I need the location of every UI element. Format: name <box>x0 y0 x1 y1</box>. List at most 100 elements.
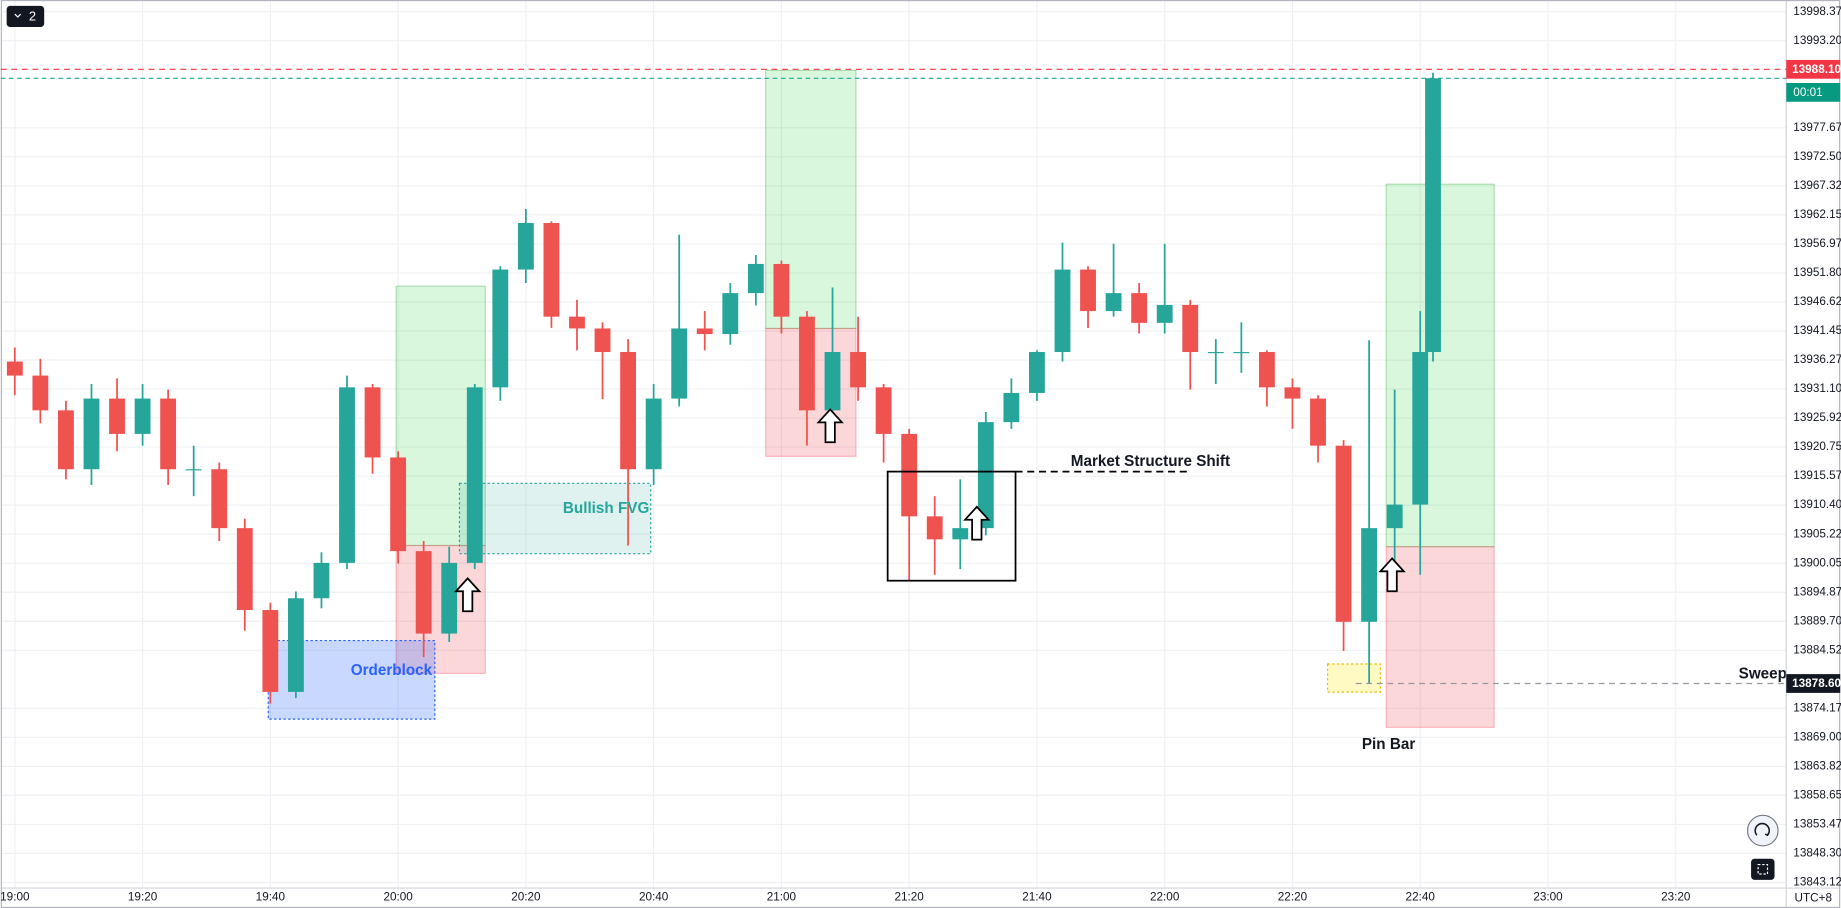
annotation: Orderblock <box>351 662 433 679</box>
candle-body <box>339 387 355 563</box>
annotation: Sweep <box>1739 666 1787 683</box>
stop-zone <box>395 544 486 674</box>
x-tick-label: 21:20 <box>895 891 925 904</box>
pin-bar-box <box>1326 663 1381 693</box>
candle-body <box>1054 269 1071 353</box>
candle-body <box>262 610 279 692</box>
y-tick-label: 13993.20 <box>1793 34 1841 47</box>
price-label-box <box>1786 59 1841 79</box>
candle-body <box>645 398 662 470</box>
candle-body <box>1258 352 1275 388</box>
candle-body <box>160 398 177 470</box>
countdown-box <box>1786 82 1841 102</box>
candle-body <box>799 316 815 411</box>
y-tick-label: 13889.70 <box>1793 614 1841 627</box>
y-tick-label: 13910.40 <box>1793 498 1841 511</box>
candle-body <box>58 410 74 470</box>
candle-body <box>1105 293 1122 312</box>
y-tick-label: 13931.10 <box>1793 382 1841 395</box>
candle-body <box>1310 398 1326 446</box>
y-tick-label: 13956.97 <box>1793 237 1841 250</box>
candle-body <box>1131 293 1148 323</box>
price-label-box <box>1786 674 1841 693</box>
y-tick-label: 13869.00 <box>1793 730 1841 743</box>
y-tick-label: 13951.80 <box>1793 266 1841 279</box>
screenshot-button[interactable] <box>1751 858 1775 880</box>
price-label: 13988.10 <box>1792 63 1841 76</box>
candle-body <box>926 516 943 540</box>
candle-body <box>747 263 764 294</box>
candle-body <box>517 223 534 270</box>
y-tick-label: 13925.92 <box>1793 411 1841 424</box>
candle-body <box>1425 78 1441 353</box>
fvg-box <box>458 482 652 555</box>
y-tick-label: 13998.37 <box>1793 5 1841 18</box>
annotations: Market Structure Shift Bullish FVG Order… <box>351 408 1787 753</box>
price-label: 13878.60 <box>1792 677 1841 690</box>
candle-body <box>671 328 688 399</box>
candle-body <box>1003 392 1020 423</box>
grid <box>0 0 1787 889</box>
candle-body <box>364 387 381 458</box>
stop-zone <box>1385 546 1495 728</box>
annotation: Market Structure Shift <box>1071 453 1230 470</box>
y-tick-label: 13936.27 <box>1793 353 1841 366</box>
y-tick-label: 13915.57 <box>1793 469 1841 482</box>
badge[interactable] <box>6 5 45 27</box>
candle-body <box>390 457 407 552</box>
candle-body <box>313 562 330 599</box>
candle-body <box>696 328 713 335</box>
y-tick-label: 13848.30 <box>1793 847 1841 860</box>
candle-body <box>492 269 509 388</box>
y-tick-label: 13858.65 <box>1793 788 1841 801</box>
x-tick-label: 21:00 <box>767 891 797 904</box>
x-tick-label: 20:20 <box>511 891 541 904</box>
reset-button[interactable] <box>1746 814 1779 847</box>
x-tick-label: 23:00 <box>1533 891 1563 904</box>
candle-body <box>32 375 49 411</box>
candle-body <box>211 469 228 529</box>
candle-body <box>594 328 611 353</box>
candle-body <box>415 551 432 634</box>
candle-body <box>722 293 739 335</box>
reset-icon <box>1754 822 1770 837</box>
candle-body <box>1412 352 1429 505</box>
candle-body <box>441 562 458 634</box>
mss-box <box>886 470 1017 582</box>
y-tick-label: 13894.87 <box>1793 585 1841 598</box>
y-tick-label: 13962.15 <box>1793 208 1841 221</box>
x-tick-label: 21:40 <box>1022 891 1052 904</box>
candle-body <box>109 398 125 434</box>
y-tick-label: 13920.75 <box>1793 440 1841 453</box>
candle-body <box>466 387 483 563</box>
candle-body <box>83 398 100 470</box>
timezone: UTC+8 <box>1795 892 1833 905</box>
arrow-icon <box>1378 557 1406 593</box>
x-tick-label: 22:20 <box>1278 891 1308 904</box>
y-tick-label: 13941.45 <box>1793 324 1841 337</box>
y-tick-label: 13874.17 <box>1793 701 1841 714</box>
candle-body <box>952 528 969 540</box>
y-tick-label: 13972.50 <box>1793 150 1841 163</box>
candle-body <box>185 469 202 471</box>
y-tick-label: 13900.05 <box>1793 556 1841 569</box>
y-tick-label: 13884.52 <box>1793 643 1841 656</box>
candle-body <box>1182 304 1199 353</box>
candle-body <box>1386 504 1403 529</box>
candles <box>6 72 1441 704</box>
candle-body <box>543 223 560 317</box>
candle-body <box>1029 352 1045 393</box>
x-tick-label: 19:40 <box>256 891 286 904</box>
x-tick-label: 22:00 <box>1150 891 1180 904</box>
y-tick-label: 13853.47 <box>1793 818 1841 831</box>
candle-body <box>824 352 841 411</box>
y-tick-label: 13863.82 <box>1793 759 1841 772</box>
y-tick-label: 13967.32 <box>1793 179 1841 192</box>
badge-text: 2 <box>29 8 36 23</box>
candle-body <box>6 361 23 376</box>
price-labels: 00:01 13988.10 13878.60 <box>0 59 1841 693</box>
x-tick-label: 19:20 <box>128 891 158 904</box>
